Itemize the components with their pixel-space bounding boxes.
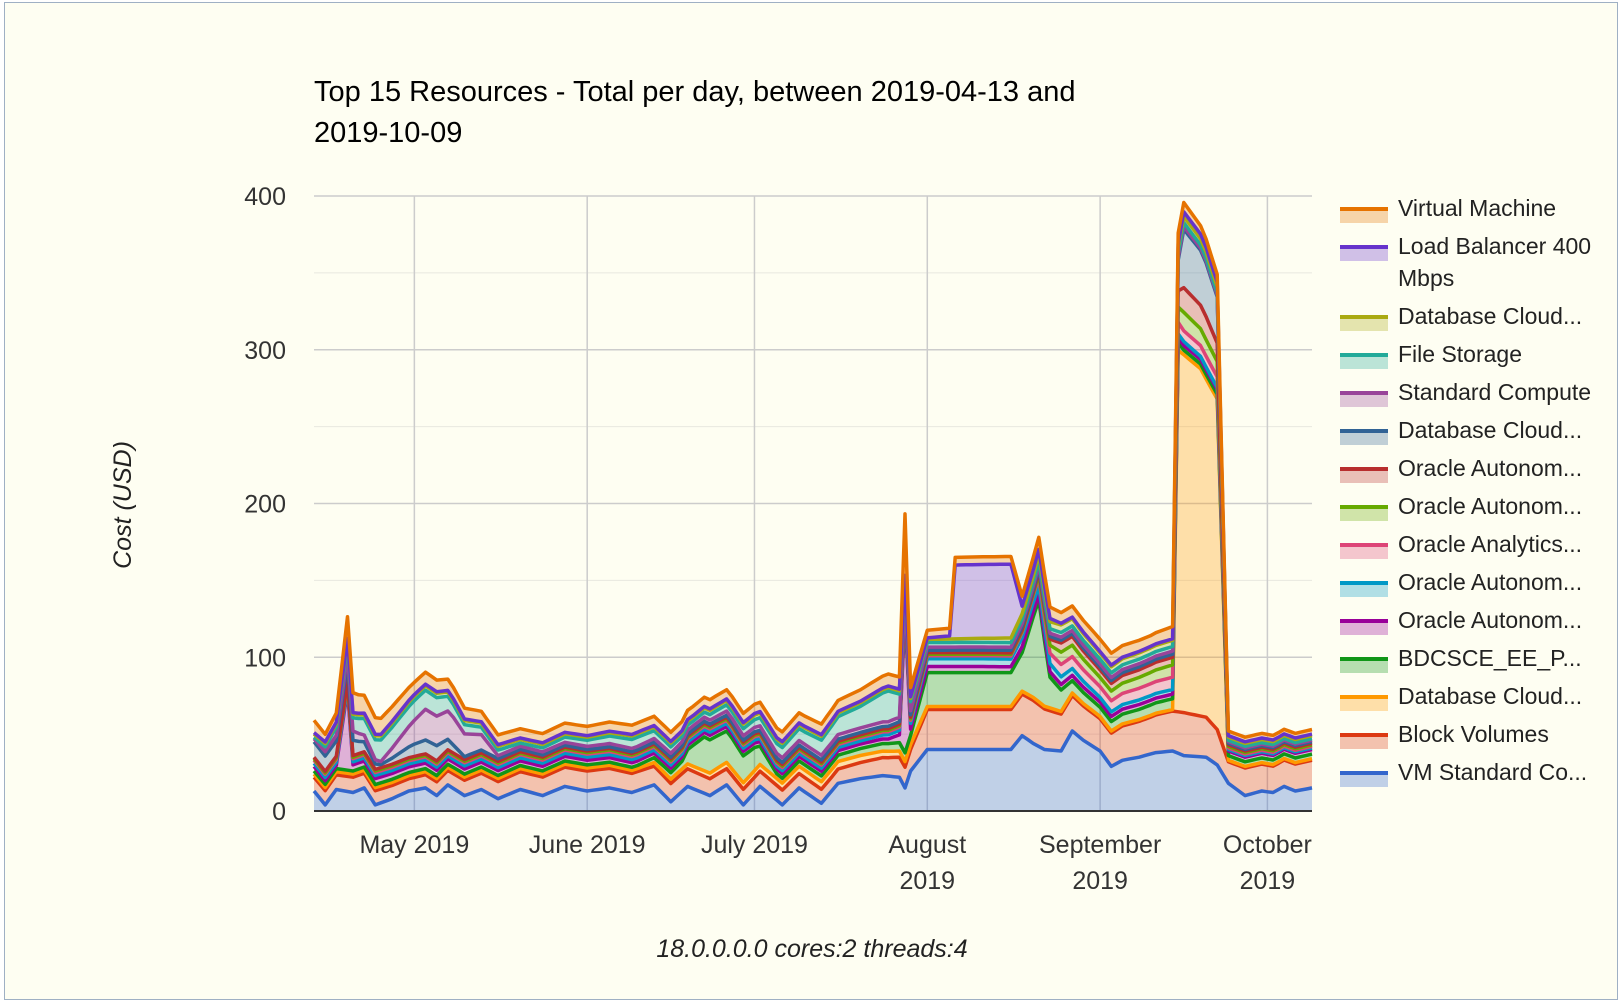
legend-swatch bbox=[1340, 659, 1388, 673]
x-axis-ticks: May 2019 June 2019 July 2019 August 2019 Sept… bbox=[359, 831, 1311, 895]
y-tick-label: 100 bbox=[244, 644, 286, 672]
x-tick-label: 2019 bbox=[1240, 867, 1296, 895]
x-tick-label: May 2019 bbox=[359, 831, 469, 859]
legend-label: Database Cloud... bbox=[1398, 683, 1582, 709]
series-lines bbox=[312, 200, 1313, 807]
legend-label: File Storage bbox=[1398, 341, 1522, 367]
legend-item[interactable]: Standard Compute bbox=[1340, 379, 1591, 407]
series-line bbox=[312, 729, 1313, 807]
legend-swatch bbox=[1340, 545, 1388, 559]
legend-item[interactable]: Oracle Autonom... bbox=[1340, 569, 1582, 597]
legend-label: Mbps bbox=[1398, 265, 1454, 291]
legend-label: Oracle Analytics... bbox=[1398, 531, 1582, 557]
legend-label: VM Standard Co... bbox=[1398, 759, 1587, 785]
legend-swatch bbox=[1340, 317, 1388, 331]
y-tick-label: 300 bbox=[244, 337, 286, 365]
legend-item[interactable]: Virtual Machine bbox=[1340, 195, 1556, 223]
series-line bbox=[312, 210, 1313, 747]
legend-item[interactable]: Oracle Autonom... bbox=[1340, 455, 1582, 483]
x-tick-label: August bbox=[888, 831, 966, 859]
series-line bbox=[312, 332, 1313, 780]
legend-item[interactable]: Database Cloud... bbox=[1340, 417, 1582, 445]
x-tick-label: 2019 bbox=[1072, 867, 1128, 895]
legend-item[interactable]: Database Cloud... bbox=[1340, 303, 1582, 331]
series-line bbox=[312, 200, 1313, 739]
legend-item[interactable]: Database Cloud... bbox=[1340, 683, 1582, 711]
series-area bbox=[314, 222, 1312, 762]
legend-label: Block Volumes bbox=[1398, 721, 1549, 747]
series-line bbox=[312, 336, 1313, 783]
legend-label: BDCSCE_EE_P... bbox=[1398, 645, 1582, 671]
legend-swatch bbox=[1340, 735, 1388, 749]
legend-swatch bbox=[1340, 469, 1388, 483]
legend-swatch bbox=[1340, 393, 1388, 407]
chart-title-line-2: 2019-10-09 bbox=[314, 117, 462, 149]
x-tick-label: September bbox=[1039, 831, 1161, 859]
legend-item[interactable]: VM Standard Co... bbox=[1340, 759, 1587, 787]
series-line bbox=[312, 227, 1313, 767]
y-axis-title: Cost (USD) bbox=[109, 441, 137, 569]
chart-panel bbox=[4, 2, 1618, 1000]
series-area bbox=[314, 350, 1312, 791]
legend-item[interactable]: Block Volumes bbox=[1340, 721, 1549, 749]
x-tick-label: 2019 bbox=[899, 867, 955, 895]
chart-caption: 18.0.0.0.0 cores:2 threads:4 bbox=[656, 935, 967, 963]
legend: Virtual Machine Load Balancer 400 Mbps Data… bbox=[1340, 195, 1591, 787]
gridlines bbox=[314, 195, 1312, 811]
series-line bbox=[312, 348, 1313, 790]
legend-item[interactable]: Oracle Autonom... bbox=[1340, 493, 1582, 521]
legend-swatch bbox=[1340, 507, 1388, 521]
legend-label: Database Cloud... bbox=[1398, 417, 1582, 443]
series-line bbox=[312, 285, 1313, 774]
legend-swatch bbox=[1340, 355, 1388, 369]
legend-label: Load Balancer 400 bbox=[1398, 233, 1591, 259]
legend-swatch bbox=[1340, 697, 1388, 711]
series-area bbox=[314, 287, 1312, 773]
y-tick-label: 400 bbox=[244, 183, 286, 211]
legend-swatch bbox=[1340, 247, 1388, 261]
series-area bbox=[314, 694, 1312, 805]
legend-label: Oracle Autonom... bbox=[1398, 493, 1582, 519]
series-line bbox=[312, 224, 1313, 764]
legend-item[interactable]: Oracle Autonom... bbox=[1340, 607, 1582, 635]
legend-swatch bbox=[1340, 773, 1388, 787]
legend-swatch bbox=[1340, 431, 1388, 445]
x-tick-label: July 2019 bbox=[701, 831, 808, 859]
series-area bbox=[314, 307, 1312, 775]
legend-label: Database Cloud... bbox=[1398, 303, 1582, 329]
chart-title-line-1: Top 15 Resources - Total per day, betwee… bbox=[314, 76, 1075, 108]
legend-label: Virtual Machine bbox=[1398, 195, 1556, 221]
x-tick-label: June 2019 bbox=[529, 831, 646, 859]
legend-item[interactable]: BDCSCE_EE_P... bbox=[1340, 645, 1582, 673]
legend-item[interactable]: File Storage bbox=[1340, 341, 1522, 369]
y-axis-ticks: 0 100 200 300 400 bbox=[244, 183, 286, 826]
y-tick-label: 200 bbox=[244, 491, 286, 519]
series-line bbox=[312, 341, 1313, 787]
y-tick-label: 0 bbox=[272, 798, 286, 826]
legend-item[interactable]: Load Balancer 400 Mbps bbox=[1340, 233, 1591, 291]
legend-item[interactable]: Oracle Analytics... bbox=[1340, 531, 1582, 559]
legend-swatch bbox=[1340, 209, 1388, 223]
legend-label: Oracle Autonom... bbox=[1398, 607, 1582, 633]
legend-label: Standard Compute bbox=[1398, 379, 1591, 405]
legend-label: Oracle Autonom... bbox=[1398, 455, 1582, 481]
series-line bbox=[312, 220, 1313, 752]
legend-swatch bbox=[1340, 583, 1388, 597]
legend-label: Oracle Autonom... bbox=[1398, 569, 1582, 595]
x-tick-label: October bbox=[1223, 831, 1312, 859]
series-area bbox=[314, 202, 1312, 745]
legend-swatch bbox=[1340, 621, 1388, 635]
